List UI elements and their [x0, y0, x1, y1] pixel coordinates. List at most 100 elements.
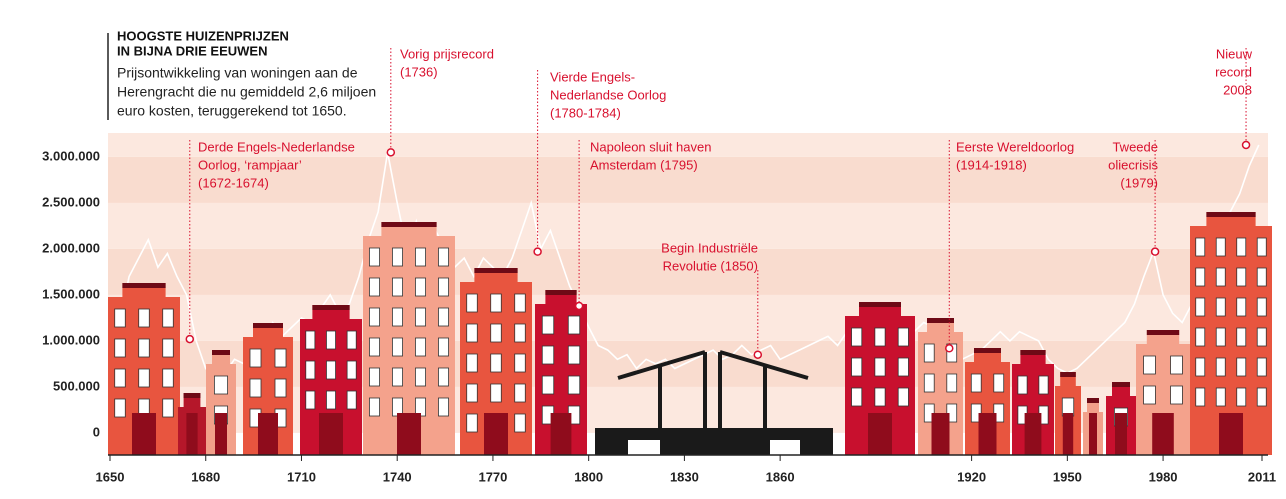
window — [1256, 267, 1267, 287]
window — [923, 343, 935, 363]
door — [1024, 413, 1042, 455]
annotation-text: 2008 — [1223, 82, 1252, 97]
title-line: IN BIJNA DRIE EEUWEN — [117, 43, 267, 58]
window — [162, 368, 174, 388]
window — [369, 307, 380, 327]
door — [258, 413, 278, 455]
y-tick-label: 0 — [93, 424, 100, 439]
annotation-marker — [753, 350, 763, 359]
window — [466, 353, 478, 373]
window — [415, 367, 426, 387]
window — [1195, 327, 1206, 347]
annotation-text: Napoleon sluit haven — [590, 139, 711, 154]
x-tick-label: 1740 — [383, 469, 412, 484]
window — [249, 348, 262, 368]
annotation-text: Revolutie (1850) — [663, 258, 758, 273]
window — [970, 373, 982, 393]
house-roof — [183, 393, 201, 398]
window — [392, 307, 403, 327]
annotation-text: Eerste Wereldoorlog — [956, 139, 1074, 154]
window — [1143, 355, 1156, 375]
window — [438, 277, 449, 297]
band — [108, 133, 1268, 157]
window — [874, 387, 886, 407]
window — [369, 277, 380, 297]
annotation-text: Vorig prijsrecord — [400, 46, 494, 61]
door — [978, 413, 997, 455]
y-tick-label: 500.000 — [53, 378, 100, 393]
annotation-marker — [945, 344, 954, 353]
house-roof — [122, 283, 166, 288]
window — [415, 307, 426, 327]
y-tick-label: 1.000.000 — [42, 332, 100, 347]
window — [923, 373, 935, 393]
annotation-text: Derde Engels-Nederlandse — [198, 139, 355, 154]
house-roof — [859, 302, 901, 307]
window — [567, 375, 581, 395]
house-roof — [1020, 350, 1046, 355]
house-roof — [974, 348, 1001, 353]
annotation-text: (1736) — [400, 64, 438, 79]
window — [1170, 355, 1183, 375]
window — [369, 247, 380, 267]
window — [1195, 357, 1206, 377]
window — [326, 330, 336, 350]
window — [851, 357, 863, 377]
door — [868, 413, 892, 455]
annotation-marker — [1150, 247, 1160, 256]
house-roof — [1206, 212, 1256, 217]
title-line: HOOGSTE HUIZENPRIJZEN — [117, 28, 289, 43]
house-roof — [381, 222, 437, 227]
door — [397, 413, 421, 455]
window — [392, 277, 403, 297]
door — [132, 413, 156, 455]
window — [162, 398, 174, 418]
house — [1190, 212, 1272, 455]
window — [1256, 297, 1267, 317]
door — [1219, 413, 1243, 455]
annotation-marker — [1241, 140, 1251, 150]
window — [1236, 387, 1247, 407]
door — [484, 413, 508, 455]
window — [1215, 387, 1226, 407]
window — [541, 375, 555, 395]
window — [326, 390, 336, 410]
window — [466, 293, 478, 313]
annotation-text: (1672-1674) — [198, 175, 269, 190]
window — [1256, 357, 1267, 377]
x-tick-label: 1800 — [574, 469, 603, 484]
window — [392, 337, 403, 357]
window — [567, 345, 581, 365]
window — [438, 397, 449, 417]
door — [215, 413, 227, 455]
window — [274, 378, 287, 398]
y-tick-label: 3.000.000 — [42, 148, 100, 163]
annotation-text: oliecrisis — [1108, 157, 1158, 172]
window — [946, 373, 958, 393]
window — [1195, 297, 1206, 317]
y-tick-label: 2.000.000 — [42, 240, 100, 255]
subtitle-line: Prijsontwikkeling van woningen aan de — [117, 65, 358, 81]
window — [305, 330, 316, 350]
window — [490, 293, 502, 313]
house-roof — [474, 268, 518, 273]
house-roof — [212, 350, 230, 355]
house-roof — [927, 318, 954, 323]
door — [1062, 413, 1074, 455]
bridge-beams — [617, 350, 809, 428]
window — [1236, 237, 1247, 257]
window — [1215, 267, 1226, 287]
x-tick-label: 1650 — [96, 469, 125, 484]
window — [1195, 387, 1206, 407]
window — [946, 343, 958, 363]
annotation-marker — [533, 247, 542, 256]
window — [897, 327, 909, 347]
door — [931, 413, 950, 455]
window — [874, 327, 886, 347]
band — [108, 156, 1268, 203]
annotation-text: Nieuw — [1216, 46, 1253, 61]
annotation-marker — [386, 148, 396, 157]
window — [162, 308, 174, 328]
window — [1256, 387, 1267, 407]
